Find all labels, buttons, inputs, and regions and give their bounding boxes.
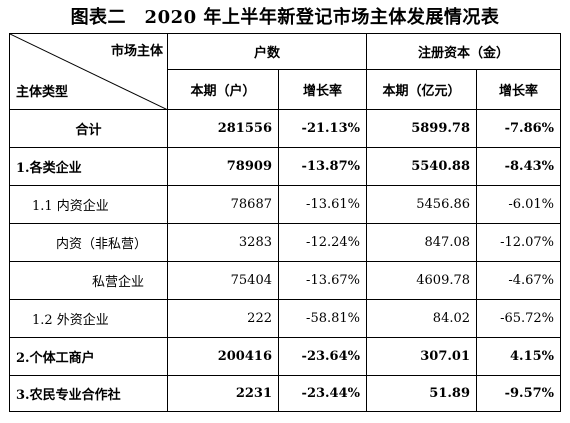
row-label: 合计	[9, 109, 168, 148]
capital-growth-value: -8.43%	[476, 147, 562, 186]
table-row: 合计 281556 -21.13% 5899.78 -7.86%	[9, 109, 562, 148]
row-label: 2.个体工商户	[9, 337, 168, 376]
capital-value: 847.08	[366, 223, 478, 262]
households-growth-value: -12.24%	[277, 223, 368, 262]
capital-value: 5540.88	[366, 147, 478, 186]
capital-growth-value: -12.07%	[476, 223, 562, 262]
header-current-households: 本期（户）	[167, 69, 279, 110]
households-value: 78909	[167, 147, 279, 186]
row-label: 内资（非私营）	[9, 223, 168, 262]
households-growth-value: -23.44%	[277, 375, 368, 412]
capital-growth-value: -65.72%	[476, 299, 562, 338]
diagonal-header-cell: 市场主体 主体类型	[9, 33, 168, 110]
table-row: 1.2 外资企业 222 -58.81% 84.02 -65.72%	[9, 299, 562, 338]
table-row: 私营企业 75404 -13.67% 4609.78 -4.67%	[9, 261, 562, 300]
households-value: 75404	[167, 261, 279, 300]
diagonal-line	[10, 34, 167, 109]
households-growth-value: -13.67%	[277, 261, 368, 300]
row-label: 1.各类企业	[9, 147, 168, 186]
page-title: 图表二 2020 年上半年新登记市场主体发展情况表	[70, 7, 500, 28]
table-row: 内资（非私营） 3283 -12.24% 847.08 -12.07%	[9, 223, 562, 262]
row-label: 私营企业	[9, 261, 168, 300]
header-entity-type: 主体类型	[16, 85, 69, 100]
capital-value: 307.01	[366, 337, 478, 376]
header-market-entity: 市场主体	[110, 44, 163, 59]
households-growth-value: -58.81%	[277, 299, 368, 338]
households-growth-value: -13.61%	[277, 185, 368, 224]
header-households: 户数	[166, 33, 368, 70]
capital-value: 4609.78	[366, 261, 478, 300]
capital-growth-value: -6.01%	[476, 185, 562, 224]
capital-growth-value: 4.15%	[476, 337, 562, 376]
households-value: 281556	[167, 109, 279, 148]
header-households-growth: 增长率	[277, 69, 368, 110]
households-value: 78687	[167, 185, 279, 224]
households-value: 3283	[167, 223, 279, 262]
households-value: 200416	[167, 337, 279, 376]
capital-growth-value: -9.57%	[476, 375, 562, 412]
capital-value: 51.89	[366, 375, 478, 412]
table-row: 2.个体工商户 200416 -23.64% 307.01 4.15%	[9, 337, 562, 376]
capital-value: 84.02	[366, 299, 478, 338]
header-current-capital: 本期（亿元）	[366, 69, 478, 110]
table-row: 1.1 内资企业 78687 -13.61% 5456.86 -6.01%	[9, 185, 562, 224]
households-value: 222	[167, 299, 279, 338]
households-value: 2231	[167, 375, 279, 412]
table-row: 3.农民专业合作社 2231 -23.44% 51.89 -9.57%	[9, 375, 562, 412]
table-row: 1.各类企业 78909 -13.87% 5540.88 -8.43%	[9, 147, 562, 186]
capital-growth-value: -4.67%	[476, 261, 562, 300]
row-label: 3.农民专业合作社	[9, 375, 168, 412]
row-label: 1.1 内资企业	[9, 185, 168, 224]
header-capital-growth: 增长率	[476, 69, 562, 110]
capital-growth-value: -7.86%	[476, 109, 562, 148]
market-entities-table: 市场主体 主体类型 户数 注册资本（金） 本期（户） 增长率 本期（亿元） 增长…	[9, 33, 562, 412]
households-growth-value: -21.13%	[277, 109, 368, 148]
capital-value: 5899.78	[366, 109, 478, 148]
row-label: 1.2 外资企业	[9, 299, 168, 338]
households-growth-value: -13.87%	[277, 147, 368, 186]
households-growth-value: -23.64%	[277, 337, 368, 376]
header-registered-capital: 注册资本（金）	[366, 33, 562, 70]
capital-value: 5456.86	[366, 185, 478, 224]
